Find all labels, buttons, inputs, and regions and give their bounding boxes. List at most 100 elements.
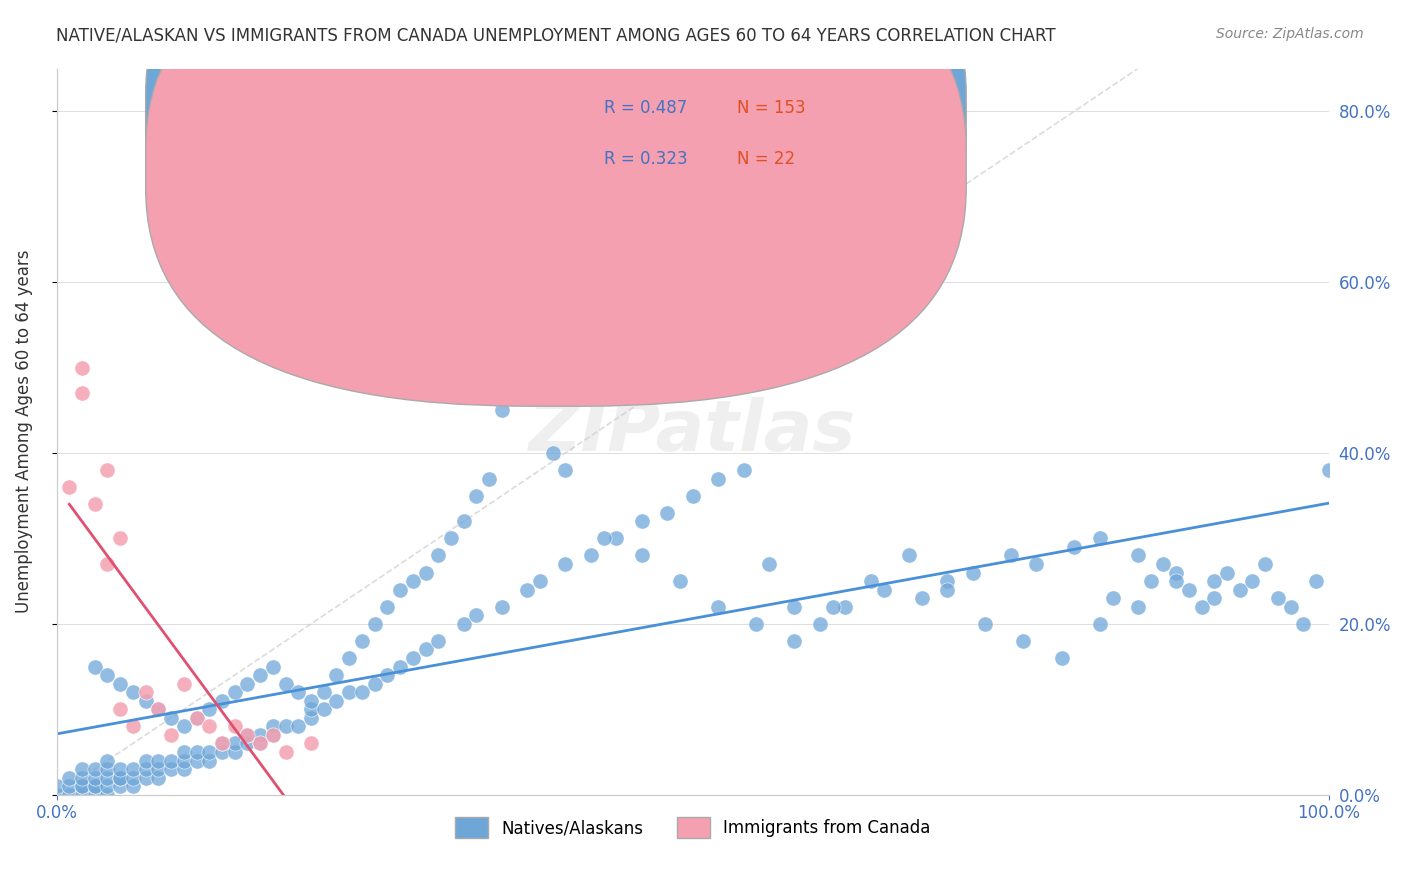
Point — [936, 582, 959, 597]
Point — [173, 719, 195, 733]
Point — [1279, 599, 1302, 614]
Point — [299, 694, 322, 708]
Point — [453, 514, 475, 528]
Point — [529, 232, 551, 246]
Point — [491, 599, 513, 614]
Legend: Natives/Alaskans, Immigrants from Canada: Natives/Alaskans, Immigrants from Canada — [449, 811, 938, 845]
Point — [148, 762, 170, 776]
Point — [249, 728, 271, 742]
Point — [160, 728, 183, 742]
Point — [70, 779, 93, 793]
Point — [83, 659, 105, 673]
Point — [198, 745, 221, 759]
Point — [682, 489, 704, 503]
Point — [110, 532, 132, 546]
Point — [287, 719, 309, 733]
FancyBboxPatch shape — [502, 83, 883, 214]
Point — [58, 788, 80, 802]
Y-axis label: Unemployment Among Ages 60 to 64 years: Unemployment Among Ages 60 to 64 years — [15, 250, 32, 614]
Point — [1305, 574, 1327, 588]
Point — [1088, 532, 1111, 546]
Point — [135, 754, 157, 768]
Point — [1204, 574, 1226, 588]
Point — [96, 754, 118, 768]
Point — [249, 736, 271, 750]
Point — [110, 762, 132, 776]
Point — [1317, 463, 1340, 477]
Point — [1000, 549, 1022, 563]
Point — [96, 788, 118, 802]
Point — [83, 788, 105, 802]
Point — [186, 754, 208, 768]
Point — [83, 497, 105, 511]
Text: R = 0.487: R = 0.487 — [603, 100, 688, 118]
Point — [1101, 591, 1123, 606]
Point — [110, 676, 132, 690]
Point — [312, 685, 335, 699]
Point — [1164, 566, 1187, 580]
Point — [1063, 540, 1085, 554]
Point — [503, 360, 526, 375]
FancyBboxPatch shape — [146, 0, 966, 351]
Point — [630, 549, 652, 563]
Point — [122, 779, 145, 793]
Point — [262, 728, 284, 742]
Point — [211, 694, 233, 708]
Point — [287, 685, 309, 699]
Point — [592, 532, 614, 546]
Point — [974, 616, 997, 631]
Point — [211, 736, 233, 750]
Point — [135, 685, 157, 699]
Point — [808, 616, 831, 631]
Point — [110, 779, 132, 793]
Point — [1152, 557, 1174, 571]
Point — [1241, 574, 1264, 588]
Point — [1216, 566, 1239, 580]
Point — [377, 599, 399, 614]
Point — [554, 557, 576, 571]
Point — [70, 788, 93, 802]
Point — [936, 574, 959, 588]
Point — [186, 711, 208, 725]
Point — [211, 736, 233, 750]
Point — [160, 754, 183, 768]
Point — [605, 532, 627, 546]
Point — [45, 788, 67, 802]
Point — [224, 745, 246, 759]
Point — [110, 771, 132, 785]
Point — [173, 754, 195, 768]
Point — [70, 360, 93, 375]
Point — [83, 771, 105, 785]
Point — [516, 582, 538, 597]
Point — [541, 446, 564, 460]
Point — [337, 685, 360, 699]
Point — [135, 771, 157, 785]
Point — [516, 275, 538, 289]
Point — [745, 616, 768, 631]
Point — [96, 557, 118, 571]
Text: Source: ZipAtlas.com: Source: ZipAtlas.com — [1216, 27, 1364, 41]
Point — [70, 771, 93, 785]
Point — [58, 779, 80, 793]
Point — [148, 754, 170, 768]
Point — [299, 736, 322, 750]
Point — [1139, 574, 1161, 588]
Point — [122, 762, 145, 776]
Point — [758, 557, 780, 571]
Point — [707, 472, 730, 486]
Point — [657, 506, 679, 520]
Point — [465, 489, 488, 503]
Point — [859, 574, 882, 588]
Point — [83, 779, 105, 793]
Point — [363, 676, 385, 690]
Point — [96, 762, 118, 776]
Point — [1025, 557, 1047, 571]
Point — [122, 719, 145, 733]
Point — [198, 702, 221, 716]
Point — [262, 719, 284, 733]
Point — [415, 642, 437, 657]
Point — [148, 702, 170, 716]
Point — [236, 728, 259, 742]
Point — [299, 711, 322, 725]
Point — [529, 574, 551, 588]
